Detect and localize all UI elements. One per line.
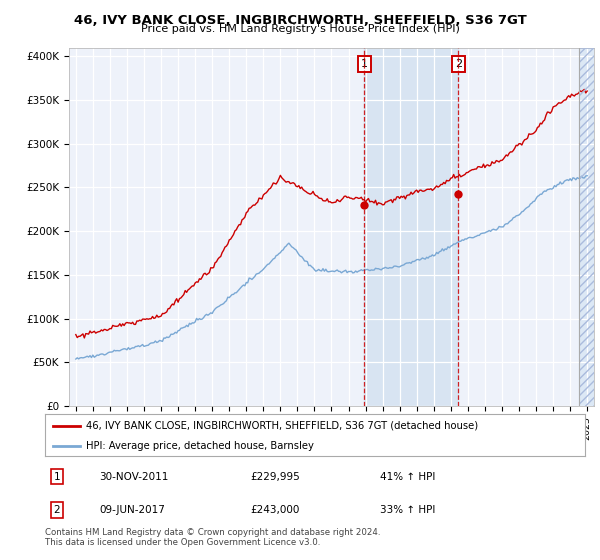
Text: 2: 2 bbox=[53, 505, 60, 515]
Text: 09-JUN-2017: 09-JUN-2017 bbox=[99, 505, 165, 515]
Bar bbox=[364, 48, 458, 406]
Text: Contains HM Land Registry data © Crown copyright and database right 2024.
This d: Contains HM Land Registry data © Crown c… bbox=[45, 528, 380, 547]
Text: £243,000: £243,000 bbox=[250, 505, 299, 515]
Text: 30-NOV-2011: 30-NOV-2011 bbox=[99, 472, 169, 482]
Text: 46, IVY BANK CLOSE, INGBIRCHWORTH, SHEFFIELD, S36 7GT (detached house): 46, IVY BANK CLOSE, INGBIRCHWORTH, SHEFF… bbox=[86, 421, 478, 431]
Text: 46, IVY BANK CLOSE, INGBIRCHWORTH, SHEFFIELD, S36 7GT: 46, IVY BANK CLOSE, INGBIRCHWORTH, SHEFF… bbox=[74, 14, 526, 27]
Text: 1: 1 bbox=[53, 472, 60, 482]
Text: 41% ↑ HPI: 41% ↑ HPI bbox=[380, 472, 435, 482]
Text: 1: 1 bbox=[361, 59, 368, 69]
Text: 2: 2 bbox=[455, 59, 462, 69]
Bar bbox=[578, 48, 596, 406]
Text: 33% ↑ HPI: 33% ↑ HPI bbox=[380, 505, 435, 515]
Text: HPI: Average price, detached house, Barnsley: HPI: Average price, detached house, Barn… bbox=[86, 441, 313, 451]
Text: Price paid vs. HM Land Registry's House Price Index (HPI): Price paid vs. HM Land Registry's House … bbox=[140, 24, 460, 34]
Text: £229,995: £229,995 bbox=[250, 472, 300, 482]
Bar bbox=[578, 48, 596, 406]
